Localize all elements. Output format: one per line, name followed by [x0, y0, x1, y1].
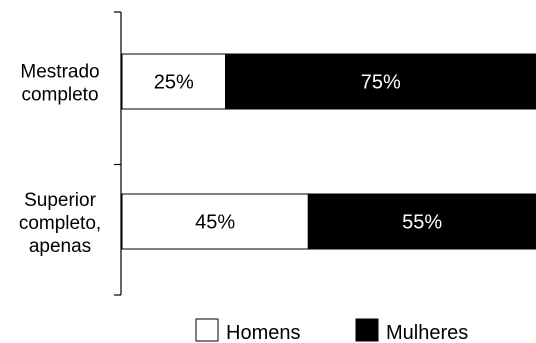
bars: 25% 75% 45% 55% — [121, 53, 536, 250]
y-axis — [114, 11, 122, 296]
bar-segment-mulheres — [225, 53, 536, 110]
bar-value-label: 25% — [154, 72, 194, 94]
legend-swatch-mulheres — [355, 318, 379, 342]
legend-label: Homens — [226, 322, 300, 343]
legend-label: Mulheres — [386, 322, 468, 343]
bar-value-label: 75% — [361, 72, 401, 94]
category-label: apenas — [29, 236, 91, 257]
category-label: Superior — [24, 190, 96, 211]
bar-value-label: 55% — [402, 212, 442, 234]
legend-swatch-homens — [195, 318, 219, 342]
bar-segment-homens — [121, 53, 226, 110]
category-label: completo, — [19, 213, 101, 234]
category-label: Mestrado — [20, 62, 99, 83]
bar-segment-homens — [121, 193, 309, 250]
category-label: completo — [21, 85, 98, 106]
bar-segment-mulheres — [307, 193, 536, 250]
bar-value-label: 45% — [195, 212, 235, 234]
legend: Homens Mulheres — [195, 318, 468, 343]
